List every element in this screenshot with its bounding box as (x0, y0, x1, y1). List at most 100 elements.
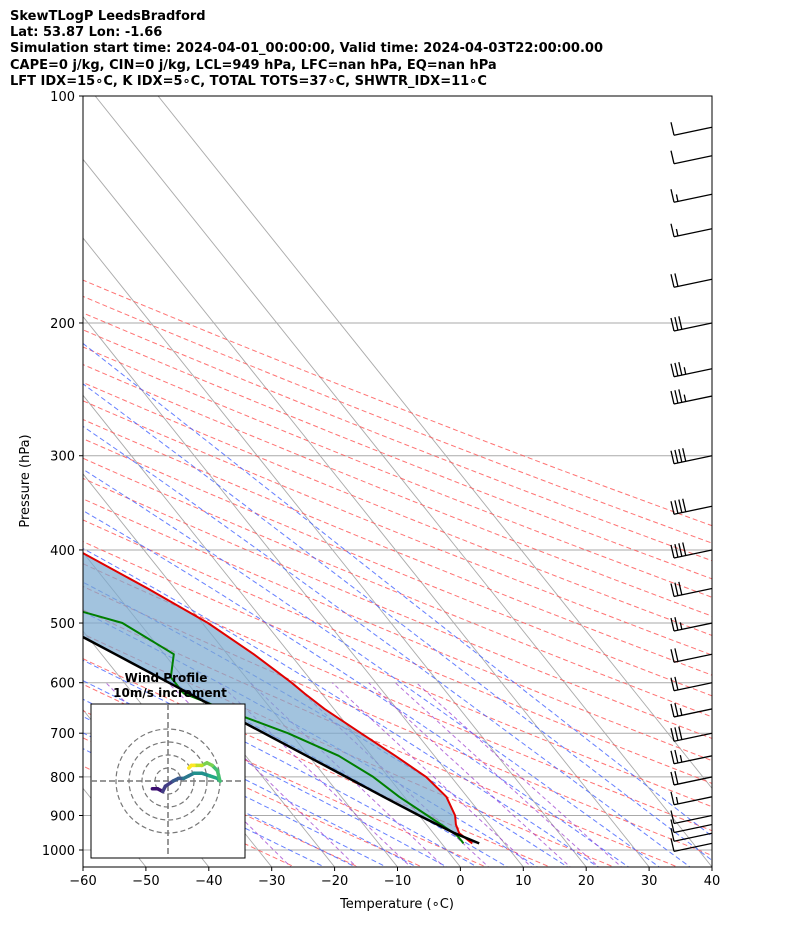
moist-adiabat-line (83, 425, 691, 867)
x-tick-label: 0 (456, 874, 464, 889)
barb-flag (670, 791, 675, 805)
barb-flag (670, 810, 675, 824)
isotherm-line (83, 158, 650, 867)
wind-barb (670, 828, 712, 842)
moist-adiabat-line (83, 468, 661, 867)
series-layer (83, 552, 480, 845)
barb-flag (674, 582, 679, 596)
barb-shaft (673, 193, 712, 203)
barb-flag (674, 317, 679, 331)
x-tick-label: −20 (321, 874, 348, 889)
dry-adiabat-line (83, 633, 616, 867)
y-tick-label: 800 (50, 771, 75, 786)
barb-shaft (673, 155, 712, 165)
barb-shaft (673, 368, 712, 378)
barb-half-flag (683, 394, 687, 402)
wind-barb (670, 316, 712, 332)
y-tick-label: 900 (50, 809, 75, 824)
barb-flag (670, 677, 675, 691)
barb-flag (670, 363, 675, 377)
wind-barb (670, 749, 712, 765)
dry-adiabat-line (83, 737, 360, 867)
x-tick-label: 40 (704, 874, 721, 889)
wind-barb (670, 617, 712, 632)
barb-shaft (673, 732, 712, 742)
moist-adiabat-line (83, 732, 357, 867)
barb-flag (670, 150, 675, 164)
barb-flag (670, 317, 675, 332)
y-tick-label: 600 (50, 677, 75, 692)
mixing-ratio-line (416, 682, 623, 867)
barb-flag (670, 274, 675, 288)
barb-half-flag (679, 622, 683, 630)
wind-barb (670, 838, 712, 853)
x-tick-label: 20 (578, 874, 595, 889)
barb-flag (674, 449, 679, 464)
barb-shaft (673, 505, 712, 515)
x-tick-label: −30 (258, 874, 285, 889)
convective-indices: CAPE=0 j/kg, CIN=0 j/kg, LCL=949 hPa, LF… (10, 58, 497, 73)
y-tick-label: 200 (50, 317, 75, 332)
mixing-ratio-line (394, 682, 600, 867)
isotherm-line (83, 866, 84, 867)
barb-flag (682, 498, 687, 512)
barb-shaft (673, 682, 712, 692)
x-tick-label: −40 (195, 874, 222, 889)
y-tick-label: 700 (50, 727, 75, 742)
inset-subtitle: 10m/s increment (113, 686, 227, 700)
mixing-ratio-line (291, 682, 490, 867)
wind-barb (670, 150, 712, 165)
barb-flag (670, 223, 675, 237)
barb-flag (674, 648, 679, 662)
barb-shaft (673, 455, 712, 465)
wind-profile-inset: Wind Profile 10m/s increment (90, 671, 246, 859)
wind-barb (670, 542, 712, 559)
y-tick-label: 1000 (42, 844, 75, 859)
barb-shaft (673, 549, 712, 559)
x-axis-label: Temperature (∘C) (339, 897, 454, 912)
moist-adiabat-line (83, 581, 569, 867)
hodograph-segment (187, 763, 194, 770)
barb-flag (678, 726, 683, 740)
dry-adiabat-line (83, 329, 712, 580)
barb-flag (674, 617, 679, 631)
y-tick-label: 500 (50, 617, 75, 632)
dry-adiabat-line (83, 477, 712, 739)
wind-barb (670, 189, 712, 203)
barb-flag (670, 583, 675, 597)
barb-flag (670, 189, 675, 203)
barb-flag (670, 390, 675, 405)
barb-half-flag (679, 708, 683, 716)
barb-flag (674, 727, 679, 741)
cin-shading (83, 553, 480, 844)
moist-adiabat-line (83, 611, 539, 867)
barb-flag (670, 771, 675, 786)
barb-flag (670, 544, 675, 559)
wind-barb (670, 726, 712, 742)
wind-barb (670, 361, 712, 378)
dry-adiabat-line (83, 312, 712, 562)
axis-ticks: −60 −50 −40 −30 −20 −10 0 10 20 30 40 100 200 300 400 5… (42, 90, 720, 889)
wind-barb (670, 498, 712, 515)
barb-shaft (673, 278, 712, 288)
barb-flag (674, 543, 679, 558)
barb-shaft (673, 842, 712, 853)
x-tick-label: −50 (132, 874, 159, 889)
temperature-profile (83, 552, 473, 845)
wind-barb (670, 448, 712, 465)
barb-flag (678, 361, 683, 376)
barb-flag (670, 819, 675, 833)
x-tick-label: −10 (384, 874, 411, 889)
barb-shaft (673, 832, 712, 842)
dry-adiabat-line (83, 563, 712, 832)
barb-shaft (673, 796, 712, 806)
barb-shaft (673, 823, 712, 834)
barb-flag (670, 838, 675, 852)
barb-flag (678, 448, 683, 463)
wind-barb (670, 676, 712, 692)
barb-flag (674, 676, 679, 691)
mixing-ratio-line (368, 682, 571, 867)
y-axis-label: Pressure (hPa) (18, 434, 33, 527)
wind-barb (670, 791, 712, 806)
